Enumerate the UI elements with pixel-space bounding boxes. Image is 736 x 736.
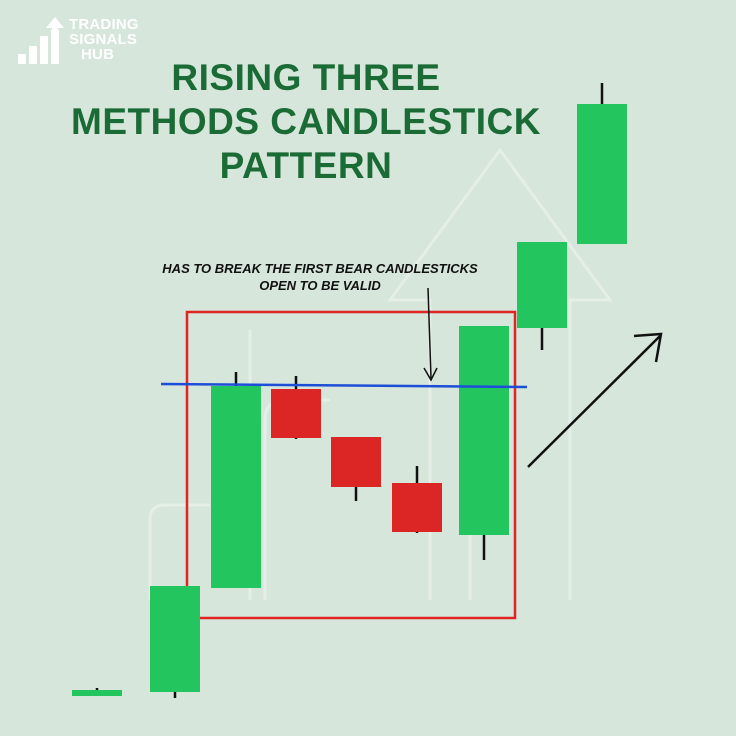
validity-annotation: HAS TO BREAK THE FIRST BEAR CANDLESTICKS… (120, 260, 520, 294)
brand-line: SIGNALS (69, 31, 138, 48)
annotation-line: HAS TO BREAK THE FIRST BEAR CANDLESTICKS (162, 261, 478, 276)
page-title: RISING THREE METHODS CANDLESTICK PATTERN (0, 56, 612, 188)
title-line: METHODS CANDLESTICK (71, 101, 541, 142)
brand-logo: TRADING SIGNALS HUB (16, 16, 146, 68)
bullish-candle (150, 586, 200, 692)
uptrend-arrowhead (633, 332, 663, 363)
bearish-candle (331, 437, 381, 487)
title-line: RISING THREE (171, 57, 441, 98)
bearish-candle (271, 389, 321, 438)
brand-line: HUB (81, 46, 115, 63)
bar-chart-arrow-icon (18, 17, 64, 64)
title-line: PATTERN (219, 145, 393, 186)
bullish-candle (517, 242, 567, 328)
annotation-line: OPEN TO BE VALID (259, 278, 381, 293)
bullish-candle (459, 326, 509, 535)
bullish-candle (577, 104, 627, 244)
uptrend-arrow-line (527, 335, 661, 468)
brand-line: TRADING (69, 16, 139, 33)
pattern-highlight-box (185, 310, 517, 620)
bullish-candle (211, 386, 261, 588)
annotation-arrowhead (423, 367, 438, 382)
bearish-candle (392, 483, 442, 532)
brand-name: TRADING SIGNALS HUB (69, 17, 139, 62)
breakout-level-line (160, 382, 528, 389)
bullish-candle (72, 690, 122, 696)
annotation-pointer-line (427, 287, 432, 379)
